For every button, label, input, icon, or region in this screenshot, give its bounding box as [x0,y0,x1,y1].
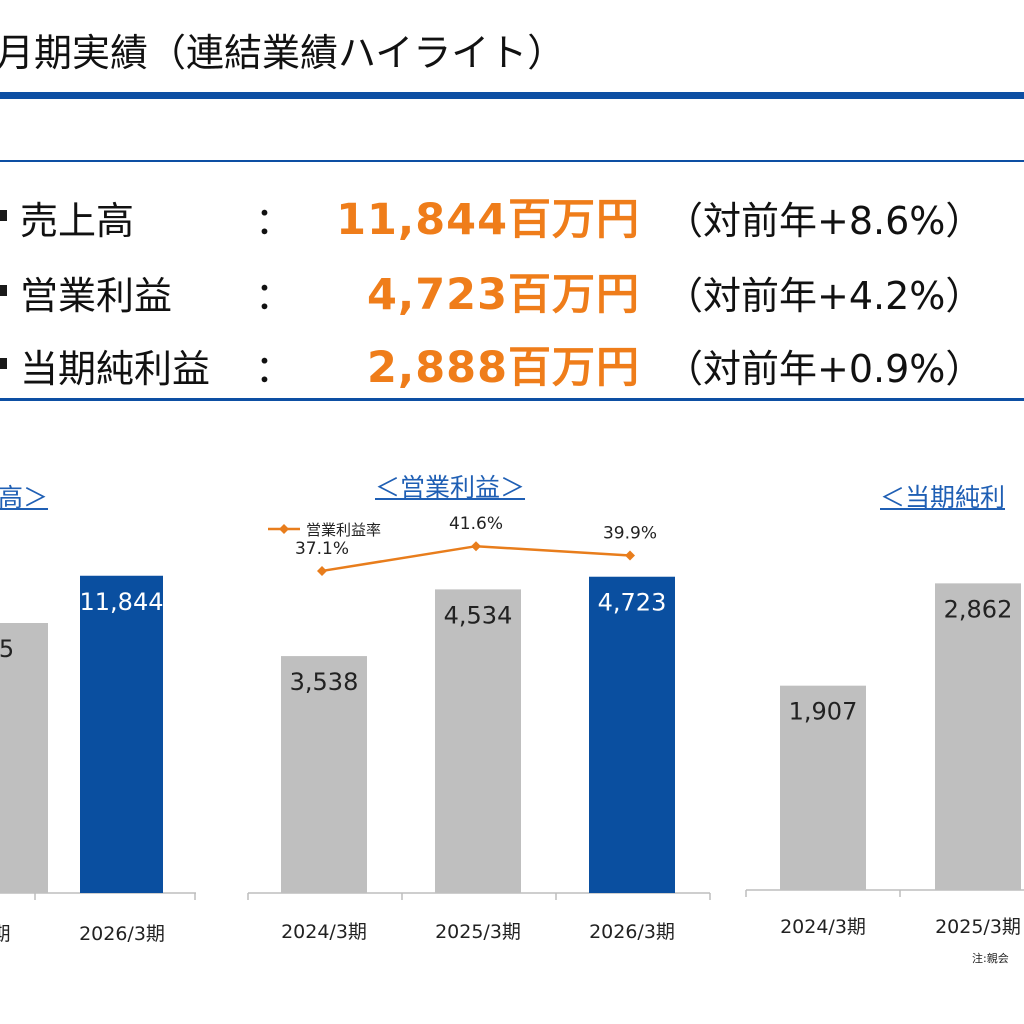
margin-point [317,565,327,576]
kpi-label: 営業利益 [20,274,173,318]
kpi-label: 売上高 [20,199,135,243]
kpi-row-sales: 売上高 ： 11,844百万円 （対前年+8.6%） [0,180,1024,250]
bar [435,589,521,893]
margin-point [471,541,481,552]
kpi-change: （対前年+0.9%） [665,347,984,391]
x-tick-label: 2026/3期 [589,921,675,943]
chart-title-operating-profit: ＜営業利益＞ [375,473,526,502]
kpi-change: （対前年+4.2%） [665,274,984,318]
kpi-row-operating-profit: 営業利益 ： 4,723百万円 （対前年+4.2%） [0,255,1024,325]
kpi-value: 11,844百万円 [336,195,640,245]
title-rule [0,92,1024,99]
chart-title-net-income: ＜当期純利 [880,483,1006,512]
margin-label: 37.1% [295,539,349,559]
bar [281,656,367,893]
bullet-icon [0,358,7,369]
x-tick-label: 2026/3期 [79,923,165,945]
legend-label: 営業利益率 [306,521,381,539]
x-tick-label: 3期 [0,923,11,945]
bar-value-label: 4,723 [598,589,667,617]
kpi-bottom-rule [0,398,1024,401]
kpi-change: （対前年+8.6%） [665,199,984,243]
kpi-colon: ： [255,347,294,391]
bar-value-label: 5 [0,635,14,663]
kpi-value: 4,723百万円 [366,270,640,320]
x-tick-label: 2025/3期 [435,921,521,943]
legend-marker [279,524,289,534]
bar [780,685,866,890]
bar-value-label: 4,534 [444,601,513,629]
bullet-icon [0,285,7,296]
bar-value-label: 3,538 [290,668,359,696]
bullet-icon [0,210,7,221]
kpi-top-rule [0,160,1024,162]
bar-value-label: 1,907 [789,698,858,726]
bar-value-label: 11,844 [80,588,164,616]
kpi-value: 2,888百万円 [366,343,640,393]
bar-value-label: 2,862 [944,595,1013,623]
kpi-label: 当期純利益 [20,347,211,391]
margin-label: 39.9% [603,524,657,544]
x-tick-label: 2024/3期 [281,921,367,943]
x-tick-label: 2025/3期 [935,916,1021,938]
bar [80,575,163,893]
kpi-colon: ： [255,274,294,318]
bar [935,583,1021,890]
kpi-colon: ： [255,199,294,243]
bar [589,576,675,893]
margin-point [625,550,635,561]
bar [0,623,48,893]
page-title: 月期実績（連結業績ハイライト） [0,31,566,75]
footnote: 注:親会 [972,952,1009,965]
x-tick-label: 2024/3期 [780,916,866,938]
kpi-row-net-income: 当期純利益 ： 2,888百万円 （対前年+0.9%） [0,328,1024,398]
margin-label: 41.6% [449,514,503,534]
chart-title-sales: 高＞ [0,483,49,512]
